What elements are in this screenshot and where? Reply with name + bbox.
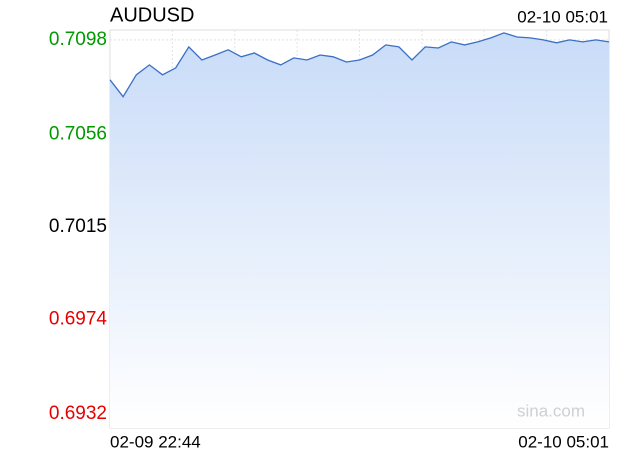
time-label: 02-10 05:01: [517, 7, 608, 26]
y-tick-label: 0.7015: [49, 216, 107, 237]
x-tick-label: 02-10 05:01: [518, 432, 609, 451]
x-tick-label: 02-09 22:44: [110, 432, 201, 451]
area: [110, 32, 609, 429]
watermark: sina.com: [517, 401, 585, 420]
y-tick-label: 0.7098: [49, 29, 107, 50]
y-tick-label: 0.6974: [49, 308, 108, 329]
y-tick-label: 0.7056: [49, 124, 107, 145]
y-tick-label: 0.6932: [49, 403, 107, 424]
chart-title: AUDUSD: [110, 4, 194, 26]
price-line: [109, 32, 610, 98]
